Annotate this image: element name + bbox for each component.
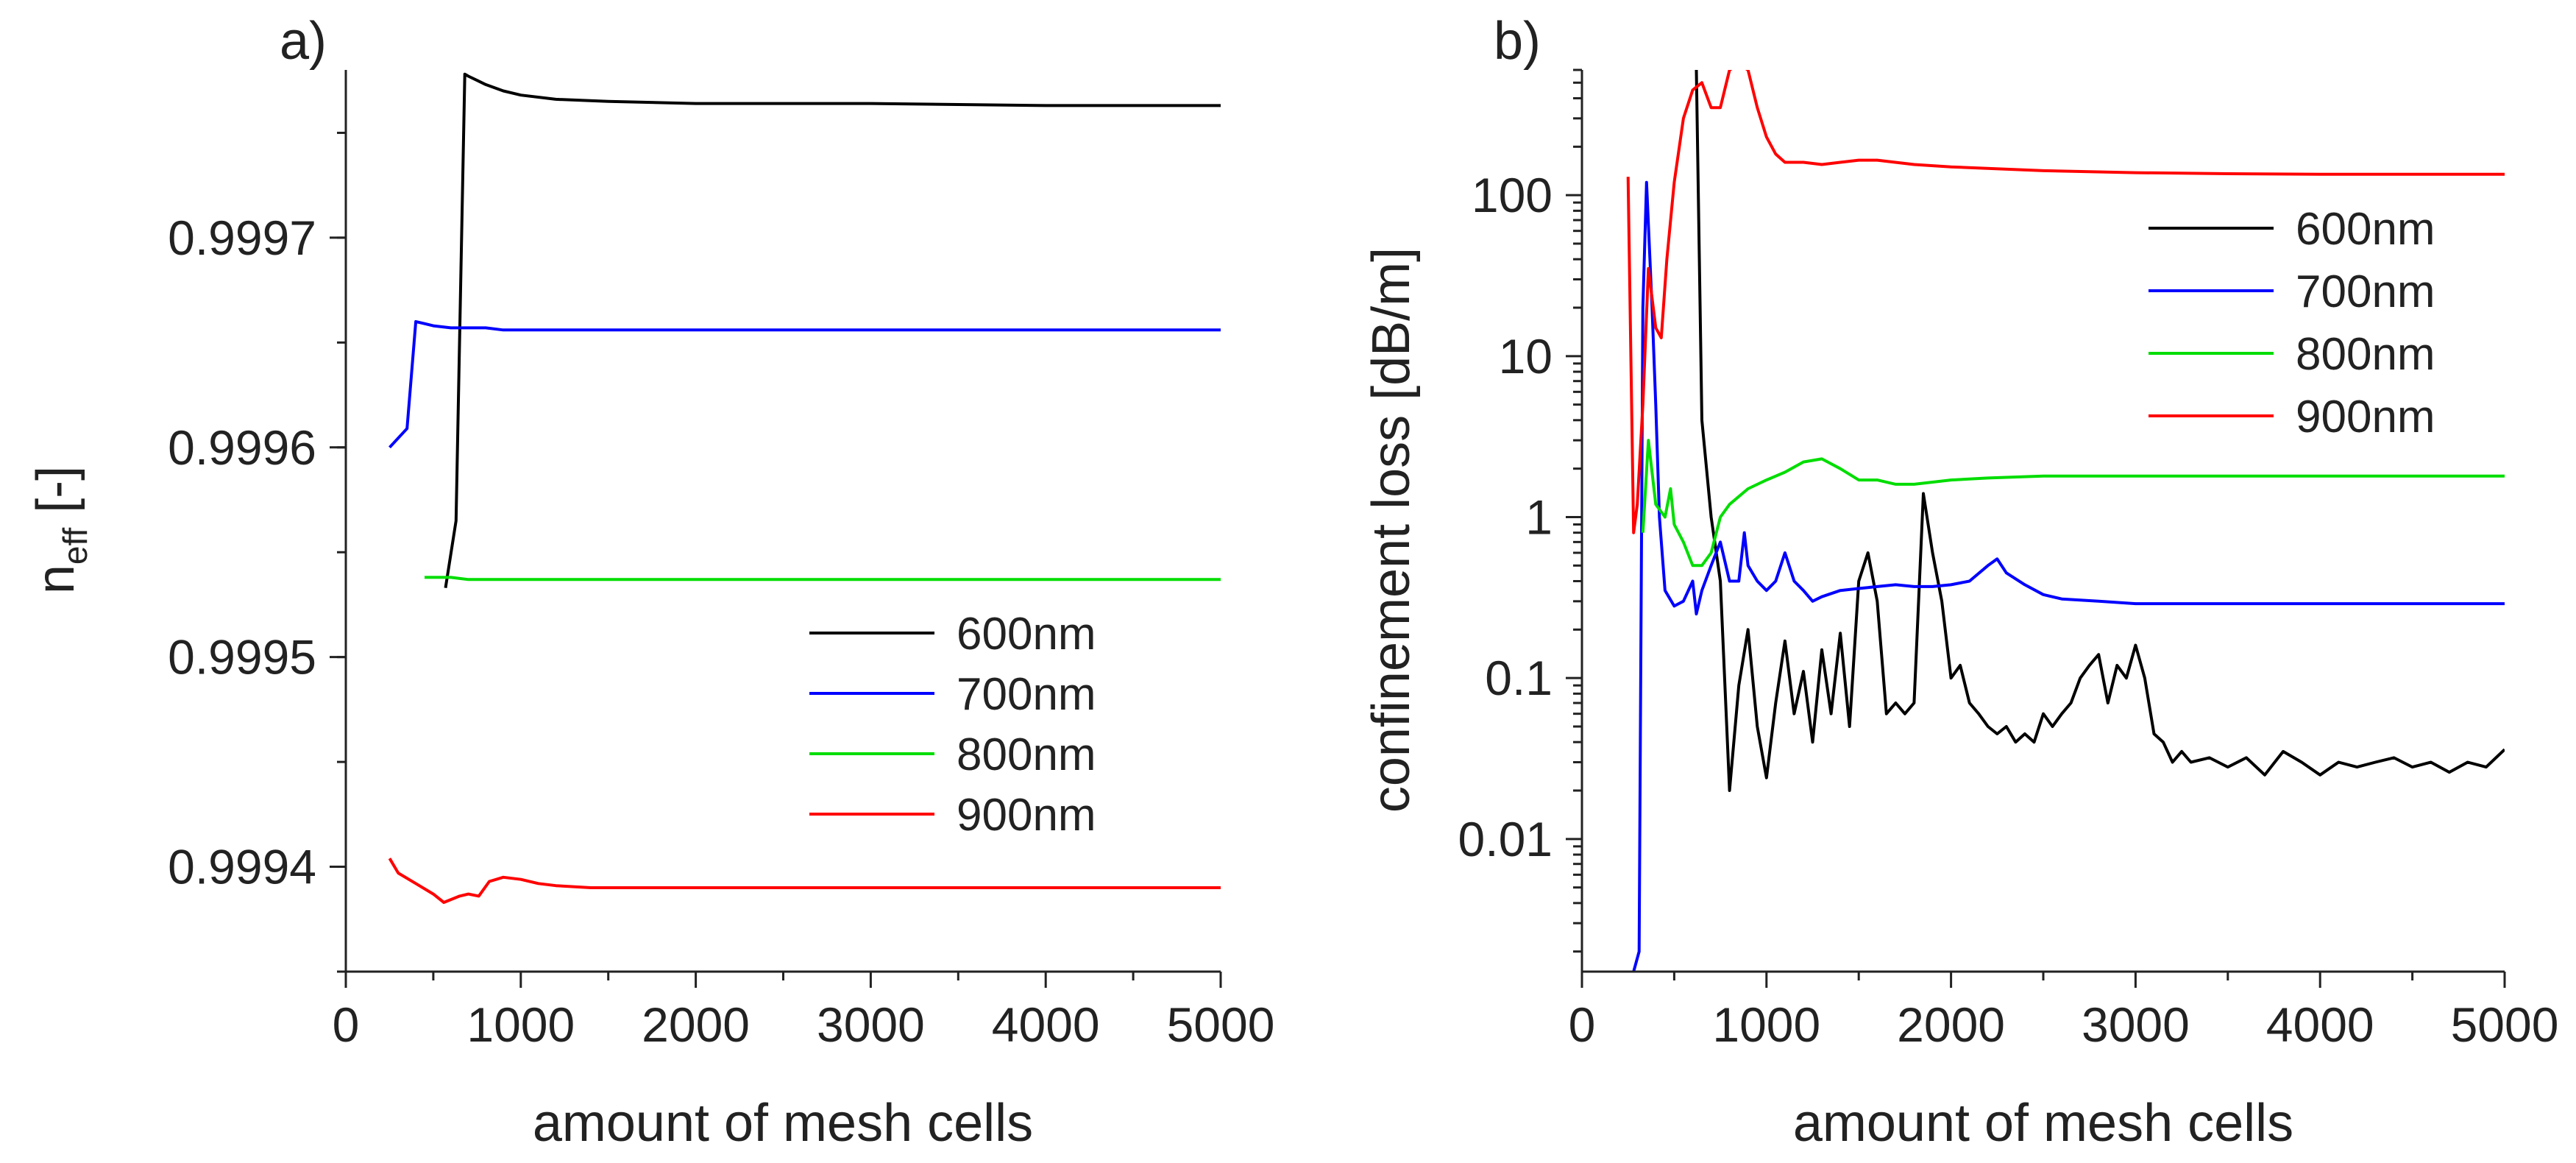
panel-b-legend-label-900nm: 900nm — [2296, 392, 2435, 442]
panel-b-x-ticks: 0 1000 2000 3000 4000 5000 — [1569, 972, 2559, 1052]
panel-a-x-tick-label: 4000 — [992, 997, 1100, 1052]
panel-a-x-tick-label: 3000 — [817, 997, 925, 1052]
panel-a-x-ticks: 0 1000 2000 3000 4000 5000 — [333, 972, 1275, 1052]
panel-b-chart: b) 0 1000 2000 3000 4000 5000 0.01 0.1 1 10 100 a… — [1362, 12, 2558, 1153]
panel-b-x-tick-label: 2000 — [1897, 997, 2005, 1052]
panel-b-y-tick-label: 100 — [1472, 168, 1553, 222]
panel-a-label: a) — [280, 12, 327, 71]
panel-a-x-tick-label: 1000 — [466, 997, 575, 1052]
panel-a-legend-label-600nm: 600nm — [957, 609, 1096, 660]
panel-b-legend-label-700nm: 700nm — [2296, 266, 2435, 317]
panel-b-x-tick-label: 4000 — [2266, 997, 2374, 1052]
panel-a-x-tick-label: 0 — [333, 997, 360, 1052]
panel-a-y-axis-label: neff [-] — [26, 466, 94, 594]
panel-a-legend-label-800nm: 800nm — [957, 729, 1096, 780]
panel-a-series-600nm — [444, 72, 1221, 589]
panel-b-x-axis-label: amount of mesh cells — [1793, 1094, 2293, 1153]
panel-a-y-axis-label-unit: [-] — [26, 466, 85, 528]
panel-a-series-group — [388, 72, 1221, 904]
panel-b-y-axis-label: confinement loss [dB/m] — [1362, 247, 1421, 813]
panel-b-label: b) — [1494, 12, 1541, 71]
panel-a-y-tick-label: 0.9994 — [168, 840, 316, 894]
panel-a-y-tick-label: 0.9996 — [168, 420, 316, 475]
panel-a-x-tick-label: 5000 — [1167, 997, 1275, 1052]
panel-b-y-tick-label: 10 — [1499, 329, 1553, 383]
panel-a-x-tick-label: 2000 — [642, 997, 750, 1052]
panel-a-y-ticks: 0.9994 0.9995 0.9996 0.9997 — [168, 131, 346, 973]
panel-b-y-tick-label: 1 — [1525, 489, 1553, 544]
panel-b-y-tick-label: 0.01 — [1458, 812, 1553, 866]
panel-a-y-axis-label-sub: eff — [56, 528, 94, 565]
panel-b-y-ticks: 0.01 0.1 1 10 100 — [1458, 68, 1582, 953]
panel-b-series-group — [1626, 70, 2505, 972]
panel-b-series-800nm — [1641, 439, 2505, 568]
panel-a-chart: a) 0 1000 2000 3000 4000 5000 0.99940.99950.9… — [26, 12, 1274, 1153]
panel-b-legend-label-600nm: 600nm — [2296, 204, 2435, 255]
panel-b-legend-label-800nm: 800nm — [2296, 329, 2435, 380]
panel-b-x-tick-label: 3000 — [2082, 997, 2190, 1052]
panel-b-y-tick-label: 0.1 — [1485, 651, 1553, 705]
panel-a-legend: 600nm 700nm 800nm 900nm — [809, 609, 1096, 841]
panel-a-legend-label-900nm: 900nm — [957, 790, 1096, 841]
panel-a-y-tick-label: 0.9997 — [168, 211, 316, 265]
panel-a-series-800nm — [425, 576, 1221, 582]
panel-b-series-900nm — [1626, 70, 2505, 534]
panel-a-x-axis-label: amount of mesh cells — [533, 1094, 1033, 1153]
panel-a-series-900nm — [388, 858, 1221, 904]
panel-b-x-tick-label: 5000 — [2451, 997, 2559, 1052]
panel-b-series-600nm — [1695, 70, 2505, 792]
panel-a-series-700nm — [388, 319, 1221, 449]
panel-b-series-700nm — [1632, 180, 2505, 972]
panel-b-legend: 600nm 700nm 800nm 900nm — [2149, 204, 2435, 442]
panel-b-x-tick-label: 1000 — [1712, 997, 1820, 1052]
panel-a-y-axis-label-main: n — [26, 565, 85, 594]
panel-a-y-tick-label: 0.9995 — [168, 630, 316, 685]
panel-b-x-tick-label: 0 — [1569, 997, 1596, 1052]
panel-a-legend-label-700nm: 700nm — [957, 669, 1096, 720]
